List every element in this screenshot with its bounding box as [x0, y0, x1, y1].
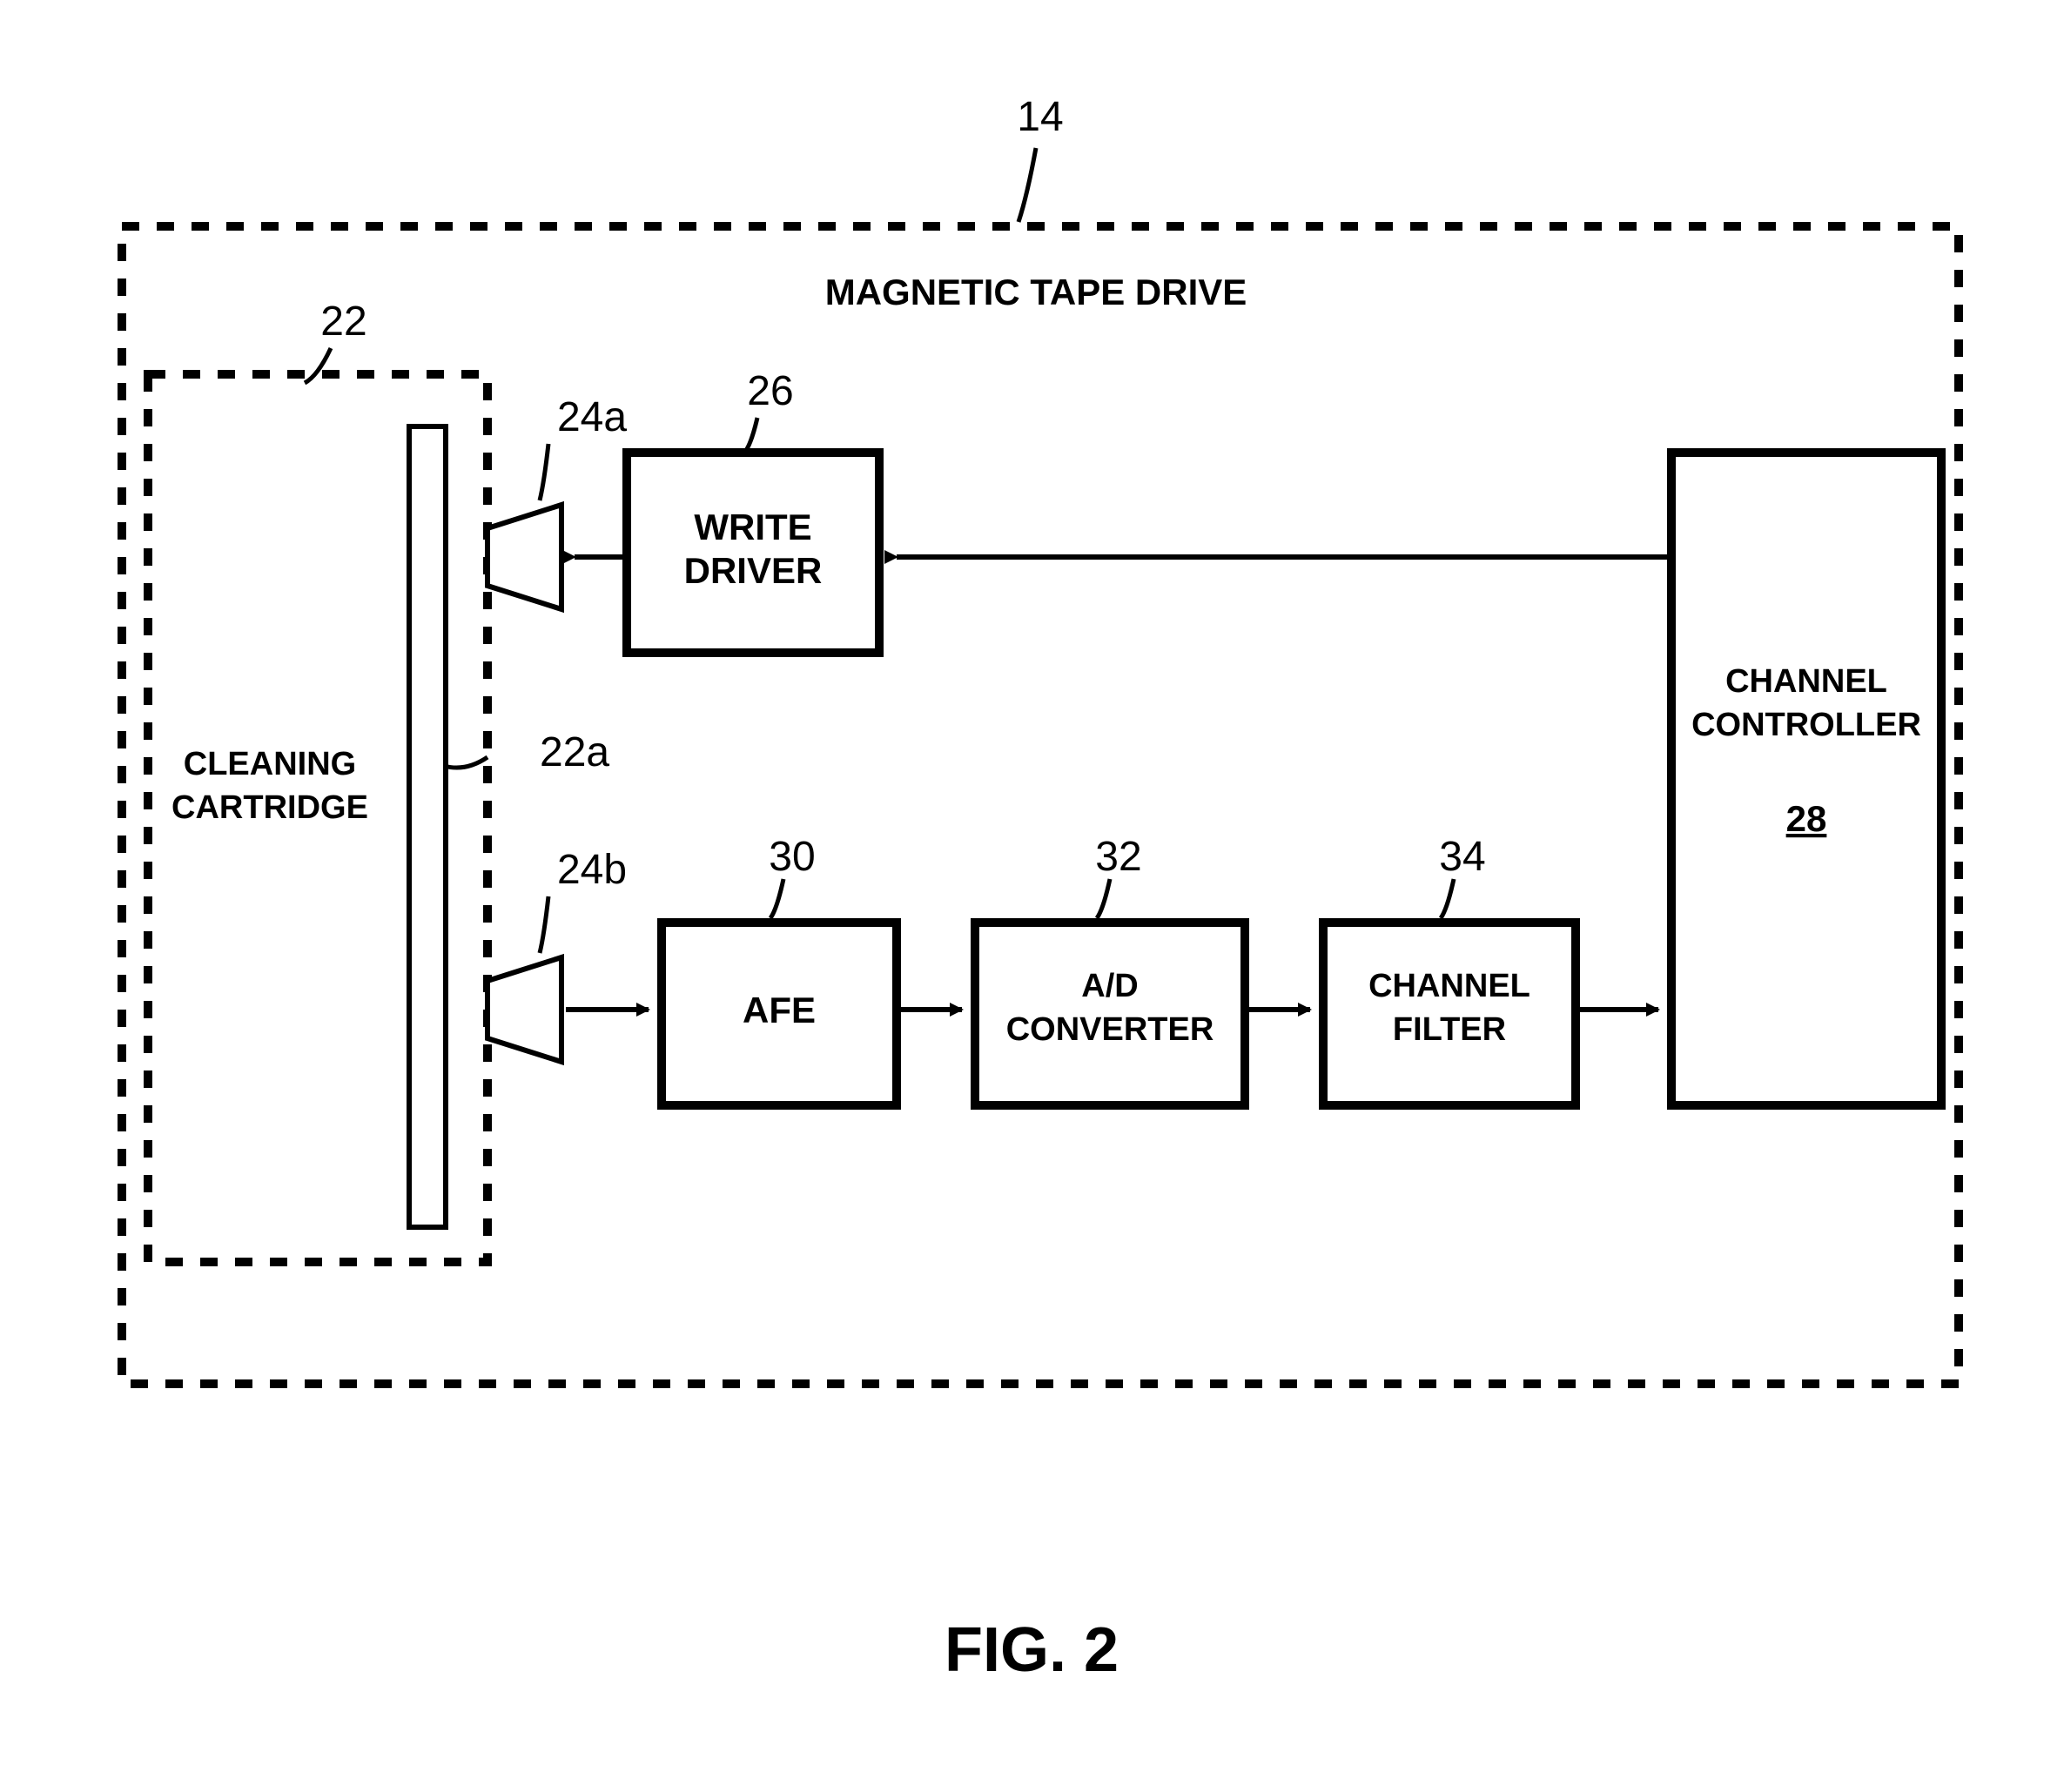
- write-head-icon: [487, 505, 561, 609]
- leader-22a: [444, 757, 487, 768]
- leader-26: [744, 418, 757, 453]
- controller-label-1: CHANNEL: [1725, 663, 1887, 700]
- leader-32: [1097, 879, 1110, 918]
- adc-label-1: A/D: [1081, 968, 1138, 1004]
- drive-title: MAGNETIC TAPE DRIVE: [825, 272, 1247, 312]
- channel-filter-label-1: CHANNEL: [1368, 968, 1530, 1004]
- leader-34: [1441, 879, 1454, 918]
- leader-24a: [540, 444, 548, 500]
- leader-14: [1019, 148, 1036, 222]
- refnum-24a: 24a: [557, 394, 627, 440]
- controller-refnum: 28: [1786, 798, 1827, 839]
- refnum-34: 34: [1439, 834, 1485, 880]
- read-head-icon: [487, 957, 561, 1062]
- refnum-14: 14: [1017, 94, 1063, 140]
- leader-24b: [540, 896, 548, 953]
- tape-media: [409, 426, 446, 1227]
- refnum-24b: 24b: [557, 847, 627, 893]
- channel-filter-label-2: FILTER: [1393, 1011, 1506, 1048]
- controller-label-2: CONTROLLER: [1691, 707, 1921, 743]
- refnum-22a: 22a: [540, 729, 609, 775]
- channel-controller-block: [1671, 453, 1941, 1105]
- afe-label: AFE: [743, 990, 816, 1030]
- cleaning-cartridge-label-1: CLEANING: [184, 746, 356, 782]
- write-driver-label-2: DRIVER: [684, 550, 823, 591]
- refnum-26: 26: [747, 368, 793, 414]
- leader-30: [770, 879, 783, 918]
- cleaning-cartridge-label-2: CARTRIDGE: [171, 789, 368, 826]
- refnum-30: 30: [769, 834, 815, 880]
- adc-label-2: CONVERTER: [1006, 1011, 1214, 1048]
- refnum-32: 32: [1095, 834, 1141, 880]
- figure-caption: FIG. 2: [945, 1615, 1119, 1685]
- refnum-22: 22: [320, 299, 366, 345]
- write-driver-label-1: WRITE: [694, 507, 811, 547]
